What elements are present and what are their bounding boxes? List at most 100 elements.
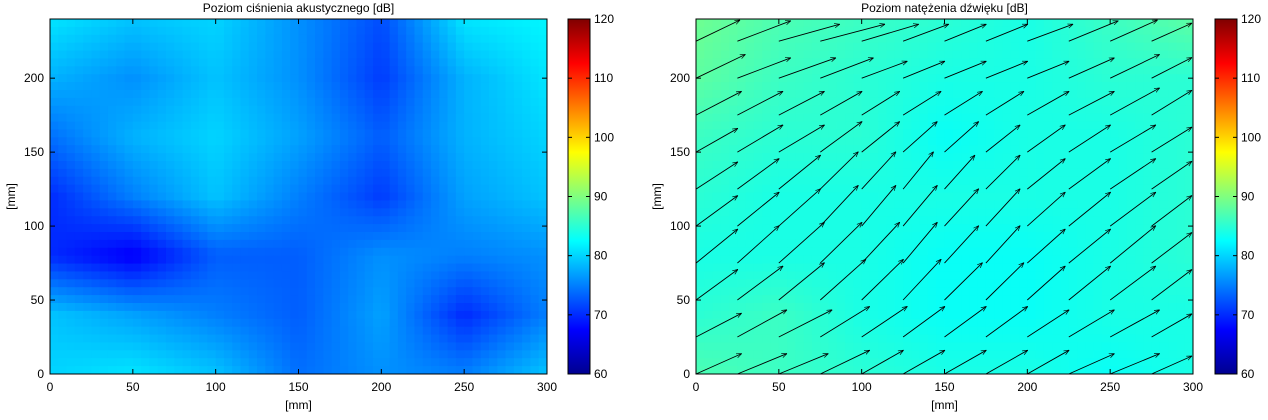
heatmap-cell [191,153,200,161]
heatmap-cell [489,122,498,130]
heatmap-cell [232,327,241,335]
heatmap-cell [282,319,291,327]
heatmap-cell [1102,114,1111,122]
heatmap-cell [50,58,59,66]
heatmap-cell [133,342,142,350]
heatmap-cell [1118,161,1127,169]
heatmap-cell [125,303,134,311]
heatmap-cell [911,256,920,264]
heatmap-cell [133,177,142,185]
heatmap-cell [58,287,67,295]
heatmap-cell [274,137,283,145]
heatmap-cell [721,114,730,122]
heatmap-cell [472,319,481,327]
heatmap-cell [704,224,713,232]
heatmap-cell [133,327,142,335]
heatmap-cell [257,35,266,43]
heatmap-cell [522,279,531,287]
heatmap-cell [704,264,713,272]
heatmap-cell [108,208,117,216]
heatmap-cell [224,327,233,335]
heatmap-cell [423,185,432,193]
heatmap-cell [820,248,829,256]
heatmap-cell [158,256,167,264]
heatmap-cell [439,216,448,224]
heatmap-cell [804,122,813,130]
heatmap-cell [257,271,266,279]
heatmap-cell [1036,58,1045,66]
heatmap-cell [75,216,84,224]
heatmap-cell [1135,295,1144,303]
heatmap-cell [969,161,978,169]
heatmap-cell [911,58,920,66]
heatmap-cell [414,98,423,106]
heatmap-cell [762,145,771,153]
heatmap-cell [448,58,457,66]
heatmap-cell [1002,90,1011,98]
heatmap-cell [381,193,390,201]
heatmap-cell [448,19,457,27]
heatmap-cell [274,106,283,114]
heatmap-cell [91,145,100,153]
heatmap-cell [1019,114,1028,122]
heatmap-cell [522,287,531,295]
heatmap-cell [307,342,316,350]
heatmap-cell [506,303,515,311]
heatmap-cell [829,232,838,240]
heatmap-cell [58,106,67,114]
heatmap-cell [481,114,490,122]
heatmap-cell [986,19,995,27]
heatmap-cell [1110,43,1119,51]
heatmap-cell [804,114,813,122]
heatmap-cell [149,106,158,114]
heatmap-cell [514,342,523,350]
heatmap-cell [390,248,399,256]
heatmap-cell [1027,129,1036,137]
heatmap-cell [1052,216,1061,224]
heatmap-cell [232,366,241,374]
heatmap-cell [423,200,432,208]
heatmap-cell [1077,27,1086,35]
heatmap-cell [174,232,183,240]
heatmap-cell [249,137,258,145]
heatmap-cell [207,27,216,35]
heatmap-cell [903,185,912,193]
heatmap-cell [1118,240,1127,248]
heatmap-cell [282,106,291,114]
heatmap-cell [481,153,490,161]
heatmap-cell [307,145,316,153]
heatmap-cell [870,82,879,90]
heatmap-cell [713,240,722,248]
heatmap-cell [232,129,241,137]
heatmap-cell [1143,271,1152,279]
heatmap-cell [895,248,904,256]
heatmap-cell [911,295,920,303]
heatmap-cell [986,122,995,130]
heatmap-cell [282,327,291,335]
heatmap-cell [265,43,274,51]
heatmap-cell [845,114,854,122]
heatmap-cell [1168,303,1177,311]
heatmap-cell [307,256,316,264]
heatmap-cell [1135,303,1144,311]
heatmap-cell [356,319,365,327]
heatmap-cell [762,303,771,311]
heatmap-cell [870,224,879,232]
heatmap-cell [249,153,258,161]
heatmap-cell [704,74,713,82]
x-tick-label: 150 [288,380,308,394]
heatmap-cell [878,51,887,59]
heatmap-cell [464,240,473,248]
heatmap-cell [514,224,523,232]
heatmap-cell [83,58,92,66]
heatmap-cell [232,358,241,366]
heatmap-cell [978,169,987,177]
heatmap-cell [365,224,374,232]
heatmap-cell [158,319,167,327]
heatmap-cell [1011,114,1020,122]
heatmap-cell [282,137,291,145]
heatmap-cell [1143,106,1152,114]
heatmap-cell [539,256,548,264]
heatmap-cell [373,161,382,169]
heatmap-cell [1110,66,1119,74]
